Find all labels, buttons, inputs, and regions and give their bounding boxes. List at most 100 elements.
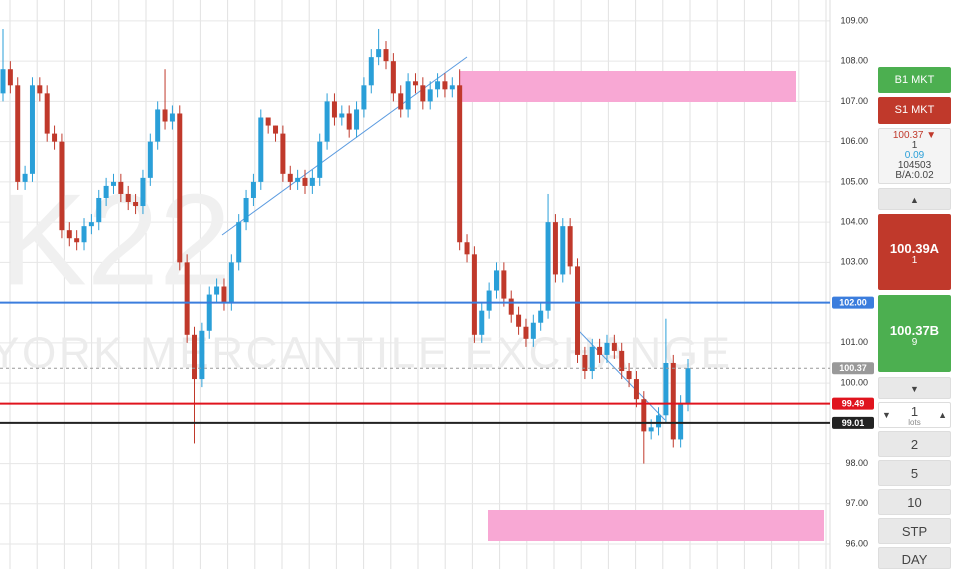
candle-body [663,362,669,416]
candle-body [162,109,168,122]
qty-value: 1 [910,404,919,419]
candle-body [604,342,610,355]
candle-body [420,85,426,102]
last-price: 100.37 [892,130,924,141]
duration-button[interactable]: DAY [878,547,951,569]
bid-button[interactable]: 100.37B 9 [878,295,951,372]
candle-body [575,266,581,355]
candle-body [206,294,212,331]
trendline [221,56,468,236]
candle-body [685,368,691,404]
buy-market-button[interactable]: B1 MKT [878,67,951,93]
candle-body [74,238,80,243]
candle-body [368,57,374,86]
candle-body [258,117,264,182]
candle-body [177,113,183,263]
preset-button[interactable]: 10 [878,489,951,515]
candle-body [501,270,507,299]
candle-body [199,330,205,380]
candle-body [626,371,632,380]
y-tick-label: 108.00 [840,56,868,66]
candle-body [619,350,625,372]
qty-up[interactable]: ▲ [938,410,947,420]
candle-body [96,197,102,223]
preset-button[interactable]: 5 [878,460,951,486]
ask-price: 100.39A [889,241,940,256]
candle-body [449,85,455,90]
sell-market-button[interactable]: S1 MKT [878,97,951,124]
ask-size: 1 [911,255,918,266]
candle-body [125,193,131,203]
candle-body [597,346,603,355]
candle-body [147,141,153,178]
candle-body [633,379,639,400]
price-level-label: 102.00 [839,297,867,307]
y-tick-label: 96.00 [845,538,868,548]
candle-body [7,69,13,86]
candle-body [81,226,87,243]
candle-body [59,141,65,231]
candle-body [530,322,536,339]
candle-body [317,141,323,178]
ask-button[interactable]: 100.39A 1 [878,214,951,290]
candle-body [656,415,662,428]
y-tick-label: 100.00 [840,377,868,387]
candle-body [567,226,573,267]
candle-body [582,354,588,372]
candle-body [66,230,72,239]
candle-body [361,85,367,110]
candle-body [641,399,647,432]
candle-body [287,173,293,182]
candle-body [324,101,330,142]
candle-body [228,262,234,303]
qty-unit: lots [908,418,921,427]
change: 0.09 [904,150,925,161]
candle-body [302,177,308,186]
candle-body [405,81,411,110]
candle-body [516,314,522,327]
candle-body [169,113,175,122]
y-tick-label: 104.00 [840,217,868,227]
y-tick-label: 101.00 [840,337,868,347]
bid-price: 100.37B [889,323,940,338]
up-button[interactable]: ▲ [878,188,951,210]
candle-body [221,286,227,303]
down-button[interactable]: ▼ [878,377,951,399]
candle-body [103,185,109,198]
candle-body [442,81,448,90]
candle-body [457,85,463,243]
candle-body [670,362,676,440]
candle-body [648,427,654,432]
preset-button[interactable]: 2 [878,431,951,457]
candle-body [678,403,684,440]
candle-body [493,270,499,291]
candle-body [280,133,286,174]
candle-body [398,93,404,110]
candle-body [44,93,50,134]
candle-body [589,346,595,372]
candle-body [140,177,146,207]
spread: B/A:0.02 [895,170,934,181]
price-level-label: 99.49 [842,398,865,408]
candle-body [184,262,190,335]
order-panel: B1 MKT S1 MKT 100.37 ▼ 1 0.09 104503 B/A… [878,0,953,569]
candle-body [427,89,433,102]
price-level-tag [832,362,874,375]
candle-body [339,113,345,118]
candle-body [552,222,558,275]
candle-body [354,109,360,130]
candle-body [390,61,396,94]
candle-body [133,202,139,207]
candle-body [611,342,617,351]
order-type-button[interactable]: STP [878,518,951,544]
candle-body [376,49,382,58]
qty-down[interactable]: ▼ [882,410,891,420]
price-level-tag [832,397,874,410]
y-tick-label: 103.00 [840,257,868,267]
candle-body [265,117,271,126]
candle-body [464,242,470,255]
price-level-tag [832,296,874,309]
watermark-symbol: K22 [0,166,231,312]
y-tick-label: 109.00 [840,15,868,25]
